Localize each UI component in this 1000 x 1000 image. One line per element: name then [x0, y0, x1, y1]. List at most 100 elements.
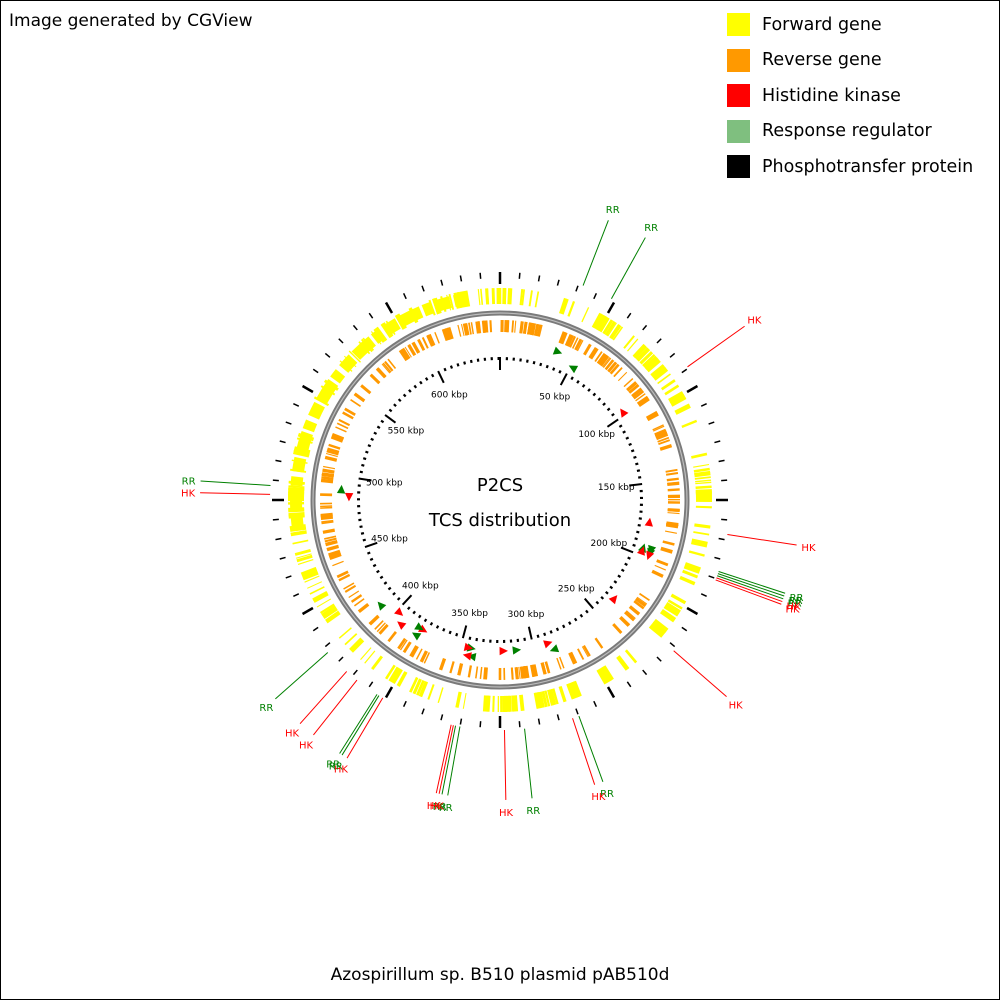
tcs-leader-line: [275, 652, 329, 700]
kbp-minor-tick: [369, 557, 374, 561]
forward-gene-mark: [695, 505, 712, 509]
reverse-gene-mark: [326, 544, 339, 551]
forward-gene-mark: [607, 322, 617, 337]
kbp-minor-tick: [609, 585, 614, 590]
forward-gene-mark: [300, 566, 319, 581]
reverse-gene-mark: [617, 371, 628, 382]
forward-gene-mark: [360, 647, 372, 661]
tcs-label-hk: HK: [729, 701, 744, 712]
kbp-tick-label: 200 kbp: [591, 539, 628, 549]
reverse-gene-mark: [654, 430, 668, 438]
kbp-minor-tick: [558, 370, 562, 374]
forward-gene-mark: [455, 691, 462, 708]
reverse-gene-mark: [387, 358, 397, 369]
forward-gene-mark: [288, 512, 305, 517]
forward-gene-mark: [507, 288, 511, 305]
reverse-gene-mark: [332, 433, 345, 440]
kbp-minor-tick: [625, 436, 630, 440]
tcs-leader-line: [200, 492, 271, 495]
reverse-gene-mark: [594, 351, 603, 363]
tcs-marker-hk: [397, 621, 407, 630]
forward-gene-mark: [519, 289, 524, 306]
reverse-gene-mark: [556, 657, 562, 670]
reverse-gene-mark: [360, 384, 372, 395]
hpt-mark: [338, 338, 344, 344]
hpt-mark: [384, 686, 394, 699]
hpt-mark: [575, 708, 579, 715]
reverse-gene-mark: [631, 387, 642, 397]
reverse-gene-mark: [533, 323, 540, 337]
reverse-gene-mark: [335, 426, 347, 433]
kbp-tick-label: 500 kbp: [366, 478, 403, 488]
forward-gene-mark: [541, 690, 548, 708]
tcs-label-rr: RR: [600, 789, 614, 800]
forward-gene-mark: [416, 679, 425, 696]
forward-gene-cluster: [290, 292, 470, 530]
tcs-leader-line: [339, 694, 378, 754]
reverse-gene-mark: [438, 658, 447, 671]
tcs-leader-line: [578, 715, 604, 782]
forward-gene-mark: [604, 320, 615, 336]
forward-gene-mark: [671, 396, 687, 407]
legend-label: Phosphotransfer protein: [762, 156, 974, 177]
tcs-label-hk: HK: [181, 488, 196, 499]
reverse-gene-mark: [666, 523, 679, 527]
reverse-gene-mark: [667, 512, 680, 515]
forward-gene-mark: [591, 312, 602, 328]
reverse-gene-mark: [605, 359, 615, 371]
reverse-gene-mark: [464, 323, 470, 336]
reverse-gene-mark: [404, 346, 412, 358]
kbp-minor-tick: [412, 610, 416, 615]
reverse-gene-mark: [634, 597, 647, 608]
kbp-minor-tick: [525, 359, 529, 363]
forward-gene-mark: [602, 665, 614, 681]
legend-item-histidine-kinase: Histidine kinase: [727, 78, 973, 114]
kbp-minor-tick: [620, 568, 625, 573]
reverse-gene-mark: [612, 623, 623, 634]
kbp-minor-tick: [396, 596, 401, 601]
tcs-label-rr: RR: [259, 703, 273, 714]
tcs-marker-hk: [344, 492, 354, 502]
kbp-minor-tick: [372, 563, 377, 568]
reverse-gene-mark: [667, 488, 680, 492]
forward-gene-mark: [670, 593, 687, 605]
reverse-gene-mark: [485, 667, 488, 680]
reverse-gene-mark: [381, 363, 391, 374]
reverse-gene-mark: [419, 650, 429, 663]
legend-label: Histidine kinase: [762, 85, 901, 106]
tcs-marker-rr: [552, 346, 563, 355]
reverse-gene-mark: [321, 473, 334, 478]
hpt-mark: [686, 606, 699, 616]
tcs-marker-hk: [620, 408, 629, 418]
forward-gene-mark: [603, 320, 614, 335]
reverse-gene-mark: [658, 439, 671, 445]
forward-gene-mark: [648, 621, 667, 638]
forward-gene-mark: [599, 667, 611, 683]
kbp-minor-tick: [633, 455, 637, 459]
kbp-minor-tick: [429, 621, 434, 626]
kbp-major-tick: [358, 477, 372, 482]
forward-gene-mark: [528, 290, 533, 307]
hpt-mark: [384, 301, 394, 314]
kbp-minor-tick: [435, 625, 440, 629]
forward-gene-mark: [480, 288, 484, 305]
kbp-minor-tick: [376, 569, 380, 574]
kbp-minor-tick: [568, 621, 572, 625]
reverse-gene-mark: [384, 360, 394, 372]
reverse-gene-mark: [447, 326, 454, 340]
reverse-gene-mark: [353, 394, 365, 402]
hpt-mark: [518, 272, 521, 279]
kbp-minor-tick: [579, 613, 584, 618]
forward-gene-mark: [660, 379, 676, 391]
reverse-gene-mark: [475, 666, 479, 679]
forward-gene-mark: [559, 297, 568, 315]
kbp-minor-tick: [605, 590, 609, 595]
reverse-gene-mark: [328, 550, 341, 558]
reverse-gene-mark: [324, 455, 338, 462]
tcs-leader-line: [687, 325, 745, 368]
reverse-gene-mark: [536, 324, 542, 337]
reverse-gene-mark: [476, 321, 481, 334]
legend-label: Forward gene: [762, 14, 882, 35]
forward-gene-mark: [349, 637, 365, 653]
kbp-tick-label: 150 kbp: [598, 483, 635, 493]
